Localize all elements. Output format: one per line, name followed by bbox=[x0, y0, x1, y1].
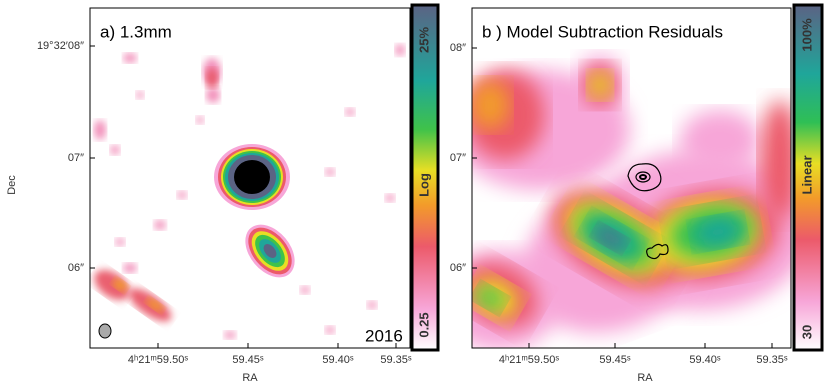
contour bbox=[627, 163, 662, 192]
emission bbox=[115, 238, 125, 246]
beam bbox=[98, 323, 112, 339]
contour bbox=[635, 171, 651, 183]
emission bbox=[224, 331, 236, 339]
emission bbox=[206, 87, 220, 103]
emission bbox=[94, 269, 130, 301]
x-tick-label: 59.35ˢ bbox=[756, 354, 788, 366]
residual bbox=[595, 227, 625, 249]
panel-label: b ) Model Subtraction Residuals bbox=[482, 22, 723, 41]
colorbar-bottom: 30 bbox=[799, 325, 814, 339]
colorbar-middle: Log bbox=[416, 173, 431, 197]
x-tick-label: 4ʰ21ᵐ59.50ˢ bbox=[128, 354, 188, 366]
colorbar bbox=[410, 3, 440, 352]
annotation: 2016 bbox=[365, 326, 403, 345]
emission bbox=[345, 108, 355, 116]
x-tick-label: 4ʰ21ᵐ59.50ˢ bbox=[499, 354, 559, 366]
x-label: RA bbox=[637, 372, 653, 384]
image-a bbox=[90, 8, 410, 348]
colorbar bbox=[792, 3, 824, 352]
emission bbox=[325, 326, 335, 334]
colorbar-middle: Linear bbox=[799, 155, 814, 194]
panel-label: a) 1.3mm bbox=[100, 22, 172, 41]
emission bbox=[110, 145, 120, 155]
frame bbox=[471, 7, 792, 349]
emission bbox=[112, 278, 128, 292]
x-tick-label: 59.40ˢ bbox=[322, 354, 354, 366]
x-label: RA bbox=[242, 372, 258, 384]
contour bbox=[639, 174, 647, 180]
emission bbox=[385, 194, 395, 202]
residual bbox=[588, 71, 612, 99]
colorbar-top: 25% bbox=[416, 27, 431, 53]
y-tick-label: 06″ bbox=[68, 262, 84, 274]
residual bbox=[680, 110, 760, 170]
emission bbox=[94, 120, 106, 140]
x-tick-label: 59.45ˢ bbox=[599, 354, 631, 366]
y-tick-label: 06″ bbox=[450, 262, 466, 274]
contour bbox=[646, 243, 669, 260]
source bbox=[263, 244, 277, 258]
frame bbox=[89, 7, 411, 349]
y-label: Dec bbox=[6, 175, 18, 195]
emission bbox=[206, 68, 218, 88]
x-tick-label: 59.35ˢ bbox=[380, 354, 412, 366]
y-tick-label: 19°32′08″ bbox=[37, 40, 84, 52]
colorbar-bottom: 0.25 bbox=[416, 312, 431, 337]
y-tick-label: 07″ bbox=[450, 152, 466, 164]
colorbar-top: 100% bbox=[799, 18, 814, 52]
emission bbox=[123, 53, 137, 63]
x-tick-label: 59.40ˢ bbox=[689, 354, 721, 366]
residual bbox=[476, 286, 504, 310]
emission bbox=[136, 91, 144, 99]
image-b bbox=[472, 8, 791, 348]
source bbox=[234, 160, 270, 194]
emission bbox=[154, 220, 166, 230]
contours bbox=[627, 163, 669, 260]
emission bbox=[325, 168, 335, 176]
y-tick-label: 07″ bbox=[68, 152, 84, 164]
residual bbox=[693, 216, 743, 248]
emission bbox=[300, 286, 310, 294]
emission bbox=[196, 116, 204, 124]
emission bbox=[395, 44, 405, 56]
emission bbox=[146, 298, 164, 312]
residual bbox=[472, 80, 510, 130]
residual bbox=[760, 100, 791, 220]
y-tick-label: 08″ bbox=[450, 42, 466, 54]
emission bbox=[177, 191, 187, 199]
x-tick-label: 59.45ˢ bbox=[232, 354, 264, 366]
emission bbox=[123, 263, 137, 273]
emission bbox=[367, 301, 377, 309]
